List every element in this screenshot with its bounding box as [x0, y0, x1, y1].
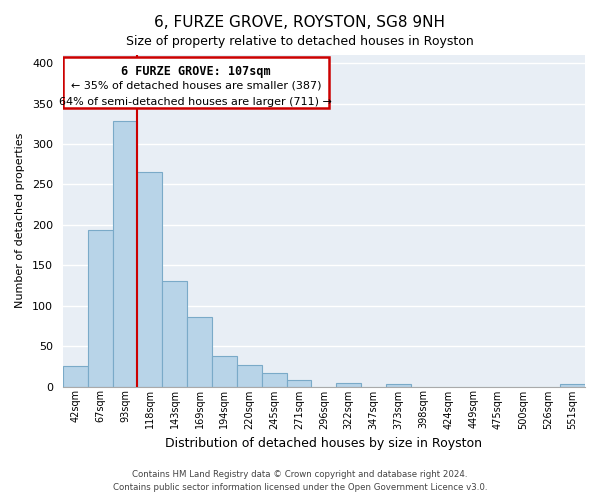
Bar [162, 282, 187, 387]
FancyBboxPatch shape [63, 56, 329, 108]
Text: 6 FURZE GROVE: 107sqm: 6 FURZE GROVE: 107sqm [121, 64, 271, 78]
Text: 6, FURZE GROVE, ROYSTON, SG8 9NH: 6, FURZE GROVE, ROYSTON, SG8 9NH [155, 15, 445, 30]
Bar [113, 122, 137, 386]
Bar [63, 366, 88, 386]
Bar [237, 366, 262, 386]
Text: Contains HM Land Registry data © Crown copyright and database right 2024.
Contai: Contains HM Land Registry data © Crown c… [113, 470, 487, 492]
Bar [262, 373, 287, 386]
X-axis label: Distribution of detached houses by size in Royston: Distribution of detached houses by size … [166, 437, 482, 450]
Y-axis label: Number of detached properties: Number of detached properties [15, 133, 25, 308]
Bar [337, 384, 361, 386]
Bar [560, 384, 585, 386]
Text: ← 35% of detached houses are smaller (387): ← 35% of detached houses are smaller (38… [71, 81, 321, 91]
Bar [386, 384, 411, 386]
Bar [287, 380, 311, 386]
Text: 64% of semi-detached houses are larger (711) →: 64% of semi-detached houses are larger (… [59, 97, 332, 107]
Bar [212, 356, 237, 386]
Bar [137, 172, 162, 386]
Bar [187, 317, 212, 386]
Text: Size of property relative to detached houses in Royston: Size of property relative to detached ho… [126, 35, 474, 48]
Bar [88, 230, 113, 386]
